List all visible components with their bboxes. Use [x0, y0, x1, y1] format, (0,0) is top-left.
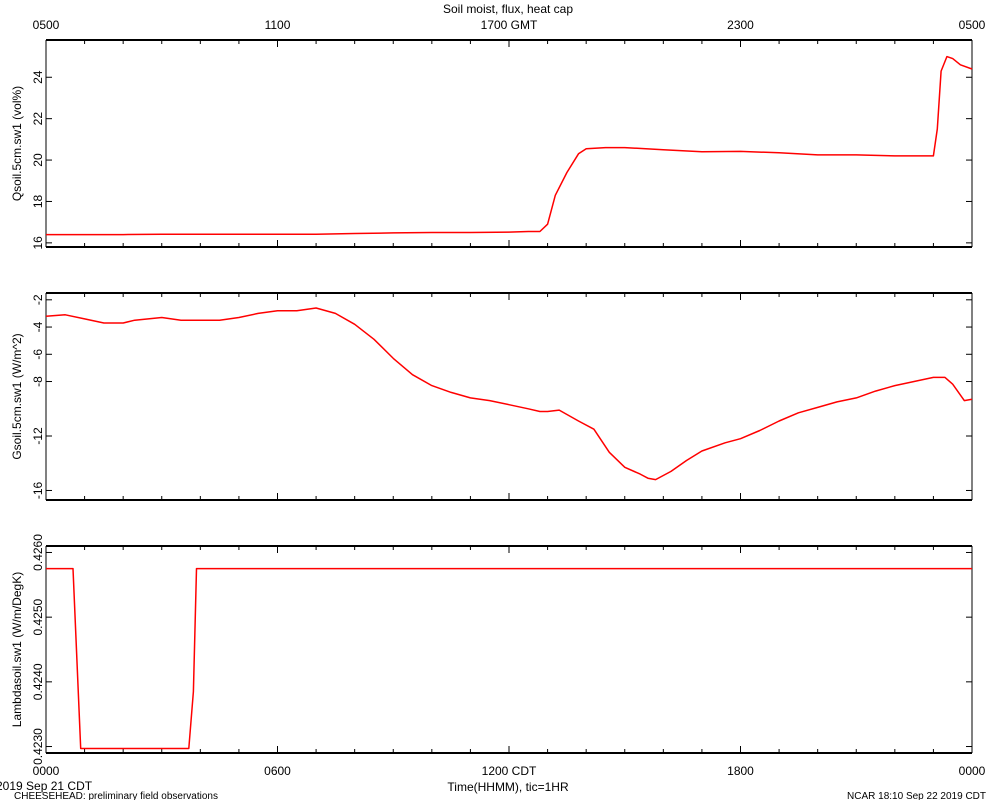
series-line [46, 567, 972, 750]
bottom-tick-label: 0000 [959, 764, 986, 778]
footer-start-date: 2019 Sep 21 CDT [0, 779, 93, 793]
y-tick-label: -16 [31, 481, 45, 499]
series-line [45, 307, 973, 481]
footer-project: CHEESEHEAD: preliminary field observatio… [14, 791, 218, 800]
top-tick-label: 1100 [265, 18, 291, 32]
y-tick-label: -6 [31, 349, 45, 360]
bottom-tick-label: 0600 [264, 764, 291, 778]
y-tick-label: -2 [31, 294, 45, 305]
y-tick-label: 16 [31, 236, 45, 250]
y-tick-label: 0.4250 [31, 598, 45, 635]
panel-1: 16 18 20 22 24 Qsoil.5cm.sw1 (vol%) [10, 39, 973, 250]
y-axis-label: Qsoil.5cm.sw1 (vol%) [10, 86, 24, 201]
y-tick-label: 22 [31, 112, 45, 126]
top-axis: 0500 1100 1700 GMT 2300 0500 [33, 18, 986, 32]
top-tick-label: 0500 [959, 18, 986, 32]
chart-title: Soil moist, flux, heat cap [443, 2, 573, 16]
y-tick-label: 0.4230 [31, 728, 45, 765]
footer-stamp: NCAR 18:10 Sep 22 2019 CDT [847, 791, 986, 800]
top-tick-label: 1700 GMT [481, 18, 538, 32]
bottom-axis: 0000 0600 1200 CDT 1800 0000 [33, 764, 986, 778]
top-tick-label: 2300 [727, 18, 754, 32]
y-axis-label: Lambdasoil.sw1 (W/m/DegK) [10, 572, 24, 727]
y-tick-label: -4 [31, 321, 45, 332]
y-tick-label: -8 [31, 376, 45, 387]
bottom-tick-label: 1800 [727, 764, 754, 778]
top-tick-label: 0500 [33, 18, 60, 32]
bottom-tick-label: 0000 [33, 764, 60, 778]
y-tick-label: 20 [31, 153, 45, 167]
series-line [46, 55, 973, 236]
y-tick-label: 18 [31, 194, 45, 208]
y-tick-label: -12 [31, 427, 45, 445]
bottom-tick-label: 1200 CDT [482, 764, 537, 778]
x-axis-label: Time(HHMM), tic=1HR [447, 780, 569, 794]
y-tick-label: 0.4240 [31, 663, 45, 700]
chart-panels: 16 18 20 22 24 Qsoil.5cm.sw1 (vol%) -16 -12 -8 -6… [10, 39, 973, 765]
y-tick-label: 0.4260 [31, 534, 45, 571]
y-axis-label: Gsoil.5cm.sw1 (W/m^2) [10, 333, 24, 459]
panel-3: 0.4230 0.4240 0.4250 0.4260 Lambdasoil.sw1 (… [10, 534, 973, 765]
panel-2: -16 -12 -8 -6 -4 -2 Gsoil.5cm.sw1 (W/m^2) [10, 292, 973, 501]
y-tick-label: 24 [31, 70, 45, 84]
